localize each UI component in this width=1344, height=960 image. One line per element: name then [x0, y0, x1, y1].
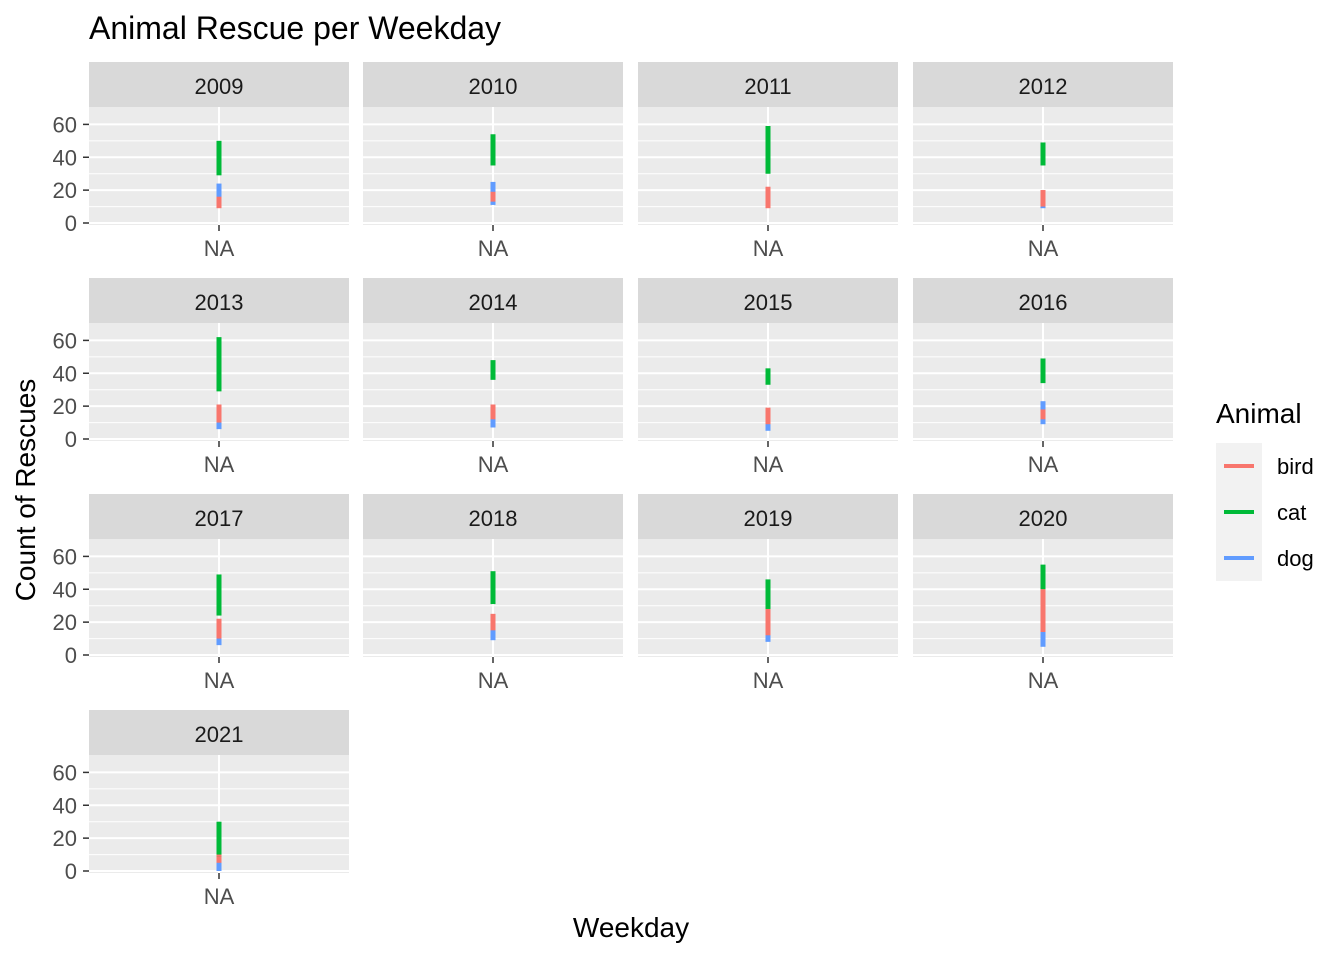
- facet-strip-label-2015: 2015: [744, 290, 793, 315]
- x-tick-label: NA: [753, 668, 784, 693]
- y-tick-label: 60: [53, 328, 77, 353]
- facet-strip-label-2016: 2016: [1019, 290, 1068, 315]
- legend-label-dog: dog: [1277, 546, 1314, 571]
- facet-strip-2009: [89, 62, 349, 107]
- y-tick-label: 60: [53, 544, 77, 569]
- x-tick-label: NA: [1028, 236, 1059, 261]
- y-tick-label: 60: [53, 760, 77, 785]
- facet-strip-2018: [363, 494, 623, 539]
- y-tick-label: 20: [53, 610, 77, 635]
- x-tick-label: NA: [753, 236, 784, 261]
- y-tick-label: 20: [53, 826, 77, 851]
- x-tick-label: NA: [204, 452, 235, 477]
- y-tick-label: 20: [53, 178, 77, 203]
- x-tick-label: NA: [478, 668, 509, 693]
- facet-strip-2015: [638, 278, 898, 323]
- facet-strip-label-2018: 2018: [469, 506, 518, 531]
- x-tick-label: NA: [478, 236, 509, 261]
- legend-swatch-dog: [1224, 556, 1254, 560]
- legend-label-cat: cat: [1277, 500, 1307, 525]
- facet-strip-label-2013: 2013: [195, 290, 244, 315]
- y-tick-label: 40: [53, 361, 77, 386]
- x-axis-label: Weekday: [572, 912, 690, 943]
- y-tick-label: 20: [53, 394, 77, 419]
- facet-strip-label-2010: 2010: [469, 74, 518, 99]
- legend-key-bird: [1216, 443, 1262, 489]
- facet-strip-2010: [363, 62, 623, 107]
- facet-strip-2013: [89, 278, 349, 323]
- y-tick-label: 40: [53, 793, 77, 818]
- facet-strip-2012: [913, 62, 1173, 107]
- facet-strip-2019: [638, 494, 898, 539]
- x-tick-label: NA: [204, 236, 235, 261]
- facet-strip-label-2020: 2020: [1019, 506, 1068, 531]
- legend-swatch-bird: [1224, 464, 1254, 468]
- x-tick-label: NA: [478, 452, 509, 477]
- facet-strip-label-2019: 2019: [744, 506, 793, 531]
- x-tick-label: NA: [204, 668, 235, 693]
- legend-label-bird: bird: [1277, 454, 1314, 479]
- x-tick-label: NA: [204, 884, 235, 909]
- facet-strip-label-2012: 2012: [1019, 74, 1068, 99]
- legend-key-dog: [1216, 535, 1262, 581]
- facet-strip-2021: [89, 710, 349, 755]
- y-tick-label: 0: [65, 859, 77, 884]
- legend-title: Animal: [1216, 398, 1302, 429]
- facet-strip-label-2014: 2014: [469, 290, 518, 315]
- facet-strip-2020: [913, 494, 1173, 539]
- x-tick-label: NA: [1028, 668, 1059, 693]
- facet-strip-2014: [363, 278, 623, 323]
- legend-key-cat: [1216, 489, 1262, 535]
- facet-strip-2017: [89, 494, 349, 539]
- facet-strip-label-2009: 2009: [195, 74, 244, 99]
- x-tick-label: NA: [753, 452, 784, 477]
- facet-strip-label-2021: 2021: [195, 722, 244, 747]
- facet-strip-label-2017: 2017: [195, 506, 244, 531]
- y-axis-label: Count of Rescues: [10, 378, 41, 602]
- y-tick-label: 40: [53, 577, 77, 602]
- facet-strip-2016: [913, 278, 1173, 323]
- y-tick-label: 0: [65, 211, 77, 236]
- legend-swatch-cat: [1224, 510, 1254, 514]
- y-tick-label: 0: [65, 427, 77, 452]
- y-tick-label: 40: [53, 145, 77, 170]
- x-tick-label: NA: [1028, 452, 1059, 477]
- y-tick-label: 0: [65, 643, 77, 668]
- facet-strip-label-2011: 2011: [744, 74, 791, 99]
- y-tick-label: 60: [53, 112, 77, 137]
- facet-strip-2011: [638, 62, 898, 107]
- chart-title: Animal Rescue per Weekday: [89, 10, 502, 46]
